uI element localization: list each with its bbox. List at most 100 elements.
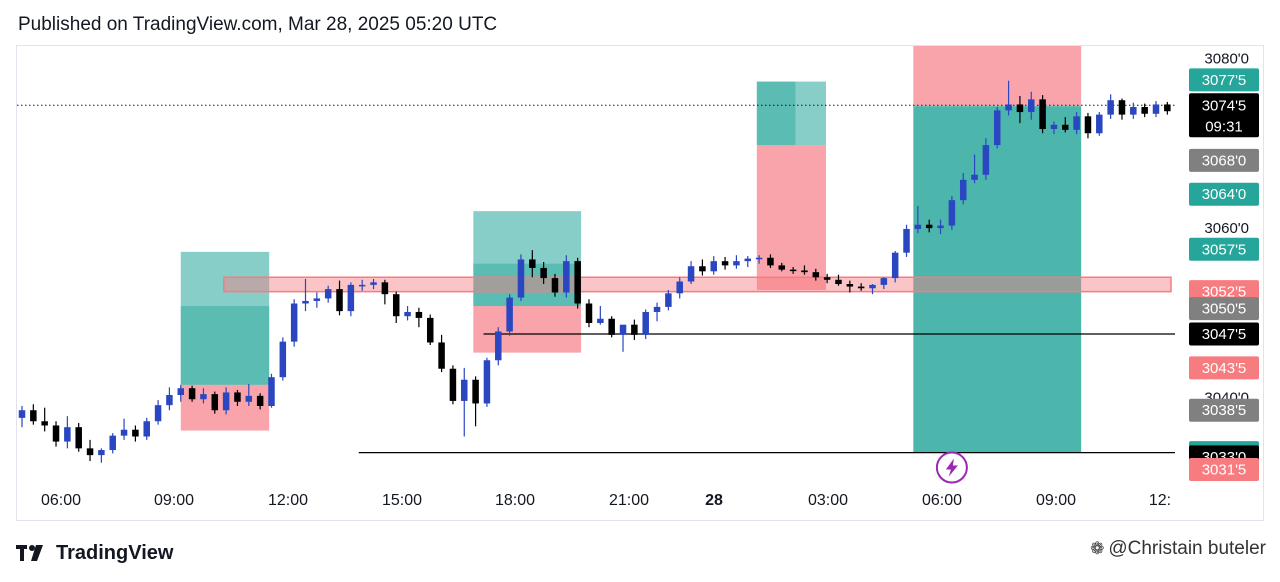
candle (347, 282, 355, 317)
candle-body (687, 266, 695, 282)
candle-body (517, 259, 525, 298)
candle-body (891, 252, 899, 279)
lightning-icon (935, 451, 968, 484)
candle-body (1028, 99, 1035, 113)
target-zone (756, 81, 827, 146)
candle (64, 416, 71, 449)
candle (1073, 112, 1080, 135)
candle-body (1118, 100, 1126, 115)
candle-body (925, 224, 933, 229)
position-fill-zone (180, 306, 270, 385)
candle-body (449, 368, 457, 401)
candle-body (631, 324, 638, 335)
candle-body (268, 377, 275, 406)
candle (1050, 121, 1058, 135)
candle-body (336, 289, 343, 312)
candle-body (461, 379, 468, 401)
candle-body (778, 265, 786, 270)
candle-body (358, 284, 366, 287)
candle-body (75, 427, 82, 449)
author-watermark: ❁ @Christain buteler (1090, 538, 1266, 560)
candle-body (1130, 106, 1137, 115)
candle (1164, 101, 1171, 115)
candle-body (733, 261, 740, 266)
candle (574, 257, 581, 309)
candle (109, 433, 116, 454)
candle (687, 261, 695, 285)
price-label: 3057'5 (1189, 237, 1259, 261)
candle-body (835, 279, 842, 285)
y-axis-tick: 3060'0 (1204, 220, 1249, 237)
candle-body (166, 394, 173, 406)
candle (699, 259, 706, 276)
x-axis-tick: 06:00 (41, 492, 81, 509)
candle-body (597, 318, 604, 323)
candle (143, 417, 150, 440)
candle (948, 195, 956, 230)
tradingview-logo[interactable]: TradingView (16, 540, 173, 566)
candle-body (18, 410, 26, 418)
y-axis-tick: 3080'0 (1204, 51, 1249, 68)
candle (914, 206, 922, 234)
candle (268, 373, 275, 408)
x-axis-tick: 06:00 (922, 492, 962, 509)
candle-body (676, 281, 683, 294)
candle-body (392, 294, 400, 317)
price-label-bg (1189, 398, 1259, 422)
candle-body (370, 282, 377, 285)
candle-body (279, 341, 287, 378)
candle-body (1016, 104, 1024, 113)
price-label: 3043'5 (1189, 356, 1259, 380)
candle (597, 306, 604, 325)
candlestick-chart[interactable]: 3080'03060'03040'03077'53073'53068'03064… (17, 46, 1263, 520)
candle-body (540, 267, 547, 279)
candle (1096, 112, 1103, 136)
candle-body (1084, 116, 1092, 134)
candle (222, 387, 230, 415)
candle (415, 307, 423, 328)
candle-body (1107, 100, 1114, 115)
candle (846, 280, 854, 293)
candle-body (959, 179, 967, 201)
candle-body (495, 331, 502, 361)
candle-body (608, 318, 615, 335)
stop-zone (913, 46, 1082, 107)
candle (1107, 94, 1114, 119)
candle (245, 383, 253, 406)
candle-body (642, 311, 649, 335)
candle-body (1073, 116, 1080, 130)
candle-body (483, 360, 491, 404)
candle-body (290, 303, 298, 342)
candle (302, 278, 309, 312)
candle-body (1152, 104, 1160, 114)
candle (993, 106, 1001, 149)
candle-body (120, 429, 128, 436)
price-label-bg (1189, 182, 1259, 206)
candle (18, 406, 26, 428)
candle-body (245, 395, 253, 402)
current-price-text: 3074'5 (1202, 97, 1247, 114)
candle-body (937, 225, 944, 229)
price-label-text: 3050'5 (1202, 301, 1247, 318)
candle-body (30, 410, 37, 422)
candle (563, 255, 570, 298)
candle (41, 407, 48, 432)
price-label-bg (1189, 148, 1259, 172)
candle-body (914, 224, 922, 229)
position-fill-zone (756, 81, 796, 146)
candle (937, 219, 944, 235)
price-label-text: 3047'5 (1202, 326, 1247, 343)
candle (1028, 91, 1035, 120)
candle-body (585, 303, 593, 323)
candle-body (529, 259, 536, 268)
candle-body (1039, 99, 1046, 130)
candle-body (381, 282, 389, 295)
candle (1016, 95, 1024, 124)
candle-body (64, 427, 71, 442)
target-zone (913, 106, 1082, 453)
candle (880, 277, 888, 290)
x-axis-tick: 09:00 (154, 492, 194, 509)
candle (166, 387, 173, 411)
candle (585, 299, 593, 328)
stop-zone (756, 145, 827, 290)
